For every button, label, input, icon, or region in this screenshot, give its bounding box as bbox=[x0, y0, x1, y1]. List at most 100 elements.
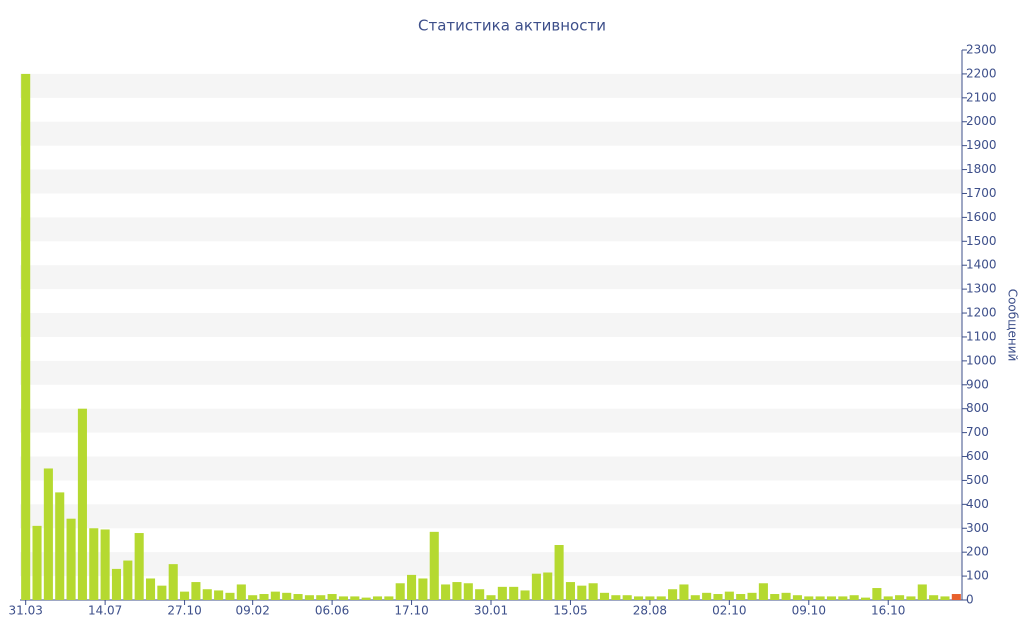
bar bbox=[622, 595, 632, 600]
bar bbox=[316, 595, 326, 600]
y-axis-title: Сообщений bbox=[1006, 289, 1020, 362]
bar bbox=[804, 596, 814, 600]
bar bbox=[225, 592, 235, 600]
x-tick-label: 31.03 bbox=[8, 604, 42, 618]
grid-band bbox=[20, 265, 962, 290]
y-tick-label: 200 bbox=[966, 545, 989, 559]
x-tick-label: 27.10 bbox=[167, 604, 201, 618]
y-tick-label: 1700 bbox=[966, 186, 997, 200]
bar bbox=[883, 596, 893, 600]
bar bbox=[565, 582, 575, 600]
bar bbox=[531, 573, 541, 600]
grid-band bbox=[20, 169, 962, 194]
bar bbox=[304, 595, 314, 600]
bar bbox=[270, 591, 280, 600]
bar bbox=[293, 594, 303, 600]
bar bbox=[441, 584, 451, 600]
bar bbox=[713, 594, 723, 600]
bar bbox=[21, 73, 31, 601]
y-tick-label: 1900 bbox=[966, 138, 997, 152]
bar bbox=[815, 596, 825, 600]
bar bbox=[361, 597, 371, 600]
bar bbox=[702, 592, 712, 600]
bar bbox=[634, 596, 644, 600]
bar bbox=[111, 568, 122, 600]
y-tick-label: 1100 bbox=[966, 329, 997, 343]
bar bbox=[463, 583, 473, 600]
bar bbox=[338, 596, 348, 600]
bar bbox=[599, 592, 610, 600]
bar bbox=[236, 584, 246, 600]
grid-band bbox=[20, 408, 962, 433]
x-tick-label: 09.10 bbox=[792, 604, 826, 618]
y-tick-label: 900 bbox=[966, 377, 989, 391]
bar bbox=[350, 596, 360, 600]
y-tick-label: 2300 bbox=[966, 43, 997, 57]
y-tick-label: 400 bbox=[966, 497, 989, 511]
bar bbox=[792, 595, 802, 600]
y-tick-label: 2000 bbox=[966, 114, 997, 128]
y-tick-label: 100 bbox=[966, 569, 989, 583]
x-tick-label: 28.08 bbox=[633, 604, 667, 618]
grid-band bbox=[20, 73, 962, 98]
bar bbox=[66, 518, 76, 600]
bar bbox=[895, 595, 905, 600]
bar bbox=[395, 583, 405, 600]
bar bbox=[372, 596, 383, 600]
bar bbox=[543, 572, 553, 600]
bar bbox=[100, 529, 110, 600]
x-tick-label: 14.07 bbox=[88, 604, 122, 618]
bar bbox=[32, 525, 42, 600]
bar bbox=[656, 596, 666, 600]
bar bbox=[724, 591, 734, 600]
bar bbox=[758, 583, 768, 600]
y-tick-label: 300 bbox=[966, 521, 989, 535]
x-tick-label: 06.06 bbox=[315, 604, 349, 618]
bar bbox=[486, 595, 496, 600]
bar bbox=[929, 595, 939, 600]
y-tick-label: 500 bbox=[966, 473, 989, 487]
bar bbox=[327, 594, 337, 600]
bar bbox=[123, 560, 133, 600]
y-tick-label: 1600 bbox=[966, 210, 997, 224]
x-tick-label: 17.10 bbox=[394, 604, 428, 618]
x-tick-label: 30.01 bbox=[474, 604, 508, 618]
bar bbox=[89, 528, 99, 600]
x-tick-label: 15.05 bbox=[553, 604, 587, 618]
bar bbox=[157, 585, 167, 600]
bar bbox=[951, 594, 961, 600]
y-tick-label: 800 bbox=[966, 401, 989, 415]
bar bbox=[668, 589, 678, 600]
bar bbox=[248, 595, 258, 600]
bar bbox=[168, 564, 178, 600]
bar bbox=[781, 592, 791, 600]
y-tick-label: 1800 bbox=[966, 162, 997, 176]
bar bbox=[679, 584, 689, 600]
bar bbox=[452, 582, 462, 600]
bar bbox=[577, 585, 587, 600]
chart-title: Статистика активности bbox=[418, 17, 606, 35]
bar bbox=[134, 533, 144, 600]
bar bbox=[838, 596, 848, 600]
y-tick-label: 600 bbox=[966, 449, 989, 463]
y-tick-label: 2100 bbox=[966, 90, 997, 104]
bar bbox=[429, 531, 439, 600]
bar bbox=[554, 545, 564, 600]
bar bbox=[849, 595, 859, 600]
bar bbox=[611, 595, 621, 600]
y-tick-label: 700 bbox=[966, 425, 989, 439]
grid-band bbox=[20, 217, 962, 242]
grid-band bbox=[20, 313, 962, 337]
grid-band bbox=[20, 504, 962, 529]
y-tick-label: 1300 bbox=[966, 282, 997, 296]
bar bbox=[202, 589, 212, 600]
y-tick-label: 1000 bbox=[966, 353, 997, 367]
bar bbox=[497, 586, 507, 600]
bar bbox=[770, 594, 780, 600]
bar bbox=[509, 586, 519, 600]
bar bbox=[826, 596, 837, 600]
bar bbox=[259, 594, 269, 600]
bar bbox=[872, 588, 882, 600]
bar bbox=[906, 596, 916, 600]
